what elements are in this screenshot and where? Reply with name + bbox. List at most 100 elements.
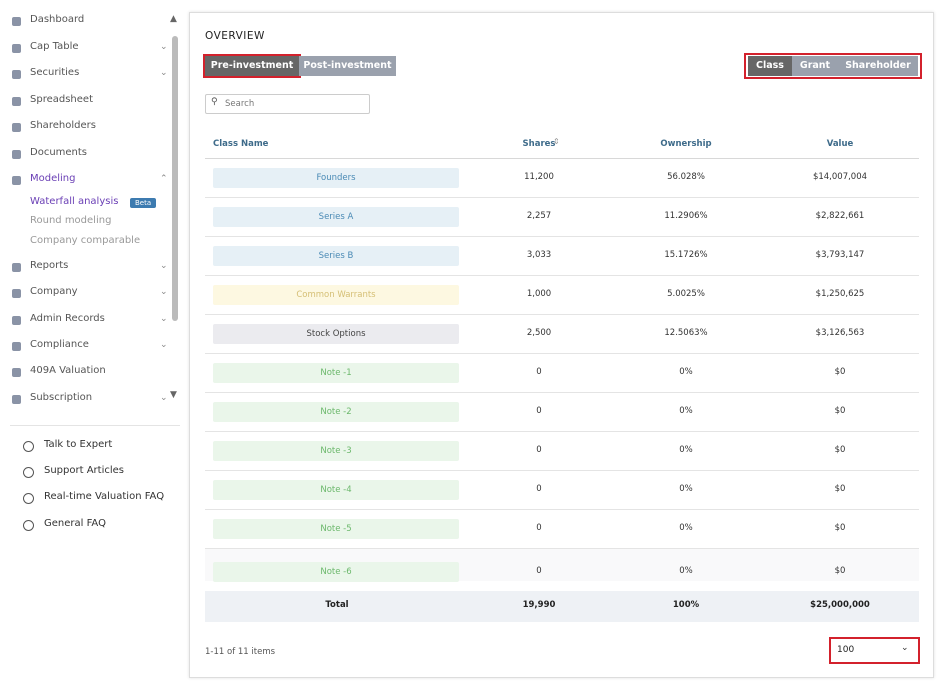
nav-item[interactable]: Documents (30, 147, 88, 158)
table-cell: 11.2906% (664, 211, 708, 221)
subnav-item[interactable]: Waterfall analysis (30, 196, 119, 207)
subnav-item[interactable]: Company comparable (30, 235, 141, 246)
column-header: Ownership (660, 139, 712, 149)
nav-item[interactable]: Company (30, 286, 78, 297)
table-cell: 0% (679, 367, 693, 377)
table-cell: 2,257 (526, 211, 552, 221)
help-link[interactable]: Support Articles (44, 465, 124, 476)
nav-item[interactable]: Cap Table (30, 41, 79, 52)
table-cell: $0 (834, 566, 846, 576)
class-pill[interactable]: Founders (213, 168, 459, 188)
total-cell: $25,000,000 (810, 600, 870, 610)
nav-icon (12, 289, 21, 298)
help-link[interactable]: Talk to Expert (44, 439, 113, 450)
nav-chevron: ⌄ (160, 287, 168, 297)
row-line (205, 197, 919, 198)
table-cell: 1,000 (526, 289, 552, 299)
row-line (205, 314, 919, 315)
table-cell: $14,007,004 (812, 172, 868, 182)
subnav-item[interactable]: Round modeling (30, 215, 112, 226)
class-pill[interactable]: Common Warrants (213, 285, 459, 305)
nav-icon (12, 97, 21, 106)
total-row-bg (205, 591, 919, 622)
view-tab[interactable]: Grant (792, 56, 838, 76)
column-header: Class Name (213, 139, 269, 149)
table-cell: 0% (679, 445, 693, 455)
nav-icon (12, 316, 21, 325)
table-cell: 56.028% (667, 172, 705, 182)
overview-title: OVERVIEW (205, 30, 265, 42)
column-header[interactable]: Shares (522, 139, 556, 149)
table-cell: $0 (834, 406, 846, 416)
search-box[interactable]: ⚲ Search (205, 94, 370, 114)
class-pill[interactable]: Stock Options (213, 324, 459, 344)
help-icon (23, 520, 34, 531)
class-pill[interactable]: Note -2 (213, 402, 459, 422)
table-cell: 2,500 (526, 328, 552, 338)
nav-icon (12, 395, 21, 404)
nav-item[interactable]: 409A Valuation (30, 365, 106, 376)
table-cell: $0 (834, 484, 846, 494)
table-cell: $0 (834, 367, 846, 377)
scroll-down[interactable]: ▼ (170, 390, 177, 400)
nav-chevron: ⌄ (160, 68, 168, 78)
row-line (205, 548, 919, 549)
class-pill[interactable]: Series A (213, 207, 459, 227)
nav-item[interactable]: Securities (30, 67, 80, 78)
help-link[interactable]: Real-time Valuation FAQ (44, 491, 165, 502)
pre-investment[interactable]: Pre-investment (203, 54, 301, 78)
nav-icon (12, 44, 21, 53)
nav-item[interactable]: Compliance (30, 339, 89, 350)
nav-item[interactable]: Shareholders (30, 120, 96, 131)
nav-item[interactable]: Dashboard (30, 14, 85, 25)
class-pill[interactable]: Note -3 (213, 441, 459, 461)
row-line (205, 431, 919, 432)
row-line (205, 353, 919, 354)
row-line (205, 236, 919, 237)
class-pill[interactable]: Note -4 (213, 480, 459, 500)
nav-chevron: ⌄ (160, 393, 168, 403)
total-cell: Total (325, 600, 349, 610)
table-cell: 0 (536, 406, 542, 416)
class-pill[interactable]: Note -1 (213, 363, 459, 383)
search-icon: ⚲ (211, 97, 218, 107)
nav-chevron: ⌄ (160, 42, 168, 52)
help-icon (23, 467, 34, 478)
table-cell: $2,822,661 (815, 211, 865, 221)
help-link[interactable]: General FAQ (44, 518, 106, 529)
view-tab[interactable]: Class (748, 56, 792, 76)
table-cell: 0% (679, 523, 693, 533)
table-cell: $0 (834, 523, 846, 533)
table-cell: $3,126,563 (815, 328, 865, 338)
header-line (205, 158, 919, 159)
row-line (205, 392, 919, 393)
nav-item[interactable]: Spreadsheet (30, 94, 93, 105)
scroll-track: ▲ ▼ (170, 14, 178, 400)
total-cell: 100% (672, 600, 700, 610)
table-cell: 0 (536, 484, 542, 494)
overview-panel: OVERVIEW Pre-investment Post-investment Cla… (189, 12, 934, 678)
scroll-up[interactable]: ▲ (170, 14, 177, 24)
nav-icon (12, 150, 21, 159)
table-cell: 5.0025% (667, 289, 705, 299)
post-investment[interactable]: Post-investment (299, 56, 396, 76)
nav-item[interactable]: Subscription (30, 392, 93, 403)
sort-icon[interactable]: ⇕ (553, 137, 560, 146)
pagination-summary: 1-11 of 11 items (205, 647, 276, 657)
class-pill[interactable]: Note -6 (213, 562, 459, 582)
nav-item[interactable]: Reports (30, 260, 69, 271)
nav-icon (12, 342, 21, 351)
nav-item[interactable]: Modeling (30, 173, 76, 184)
nav-chevron: ⌃ (160, 174, 168, 184)
class-pill[interactable]: Note -5 (213, 519, 459, 539)
page-size-select[interactable]: 100 ⌄ (829, 637, 920, 664)
table-cell: $0 (834, 445, 846, 455)
class-pill[interactable]: Series B (213, 246, 459, 266)
nav-item[interactable]: Admin Records (30, 313, 105, 324)
view-tab[interactable]: Shareholder (838, 56, 918, 76)
scroll-thumb[interactable] (172, 36, 178, 321)
table-cell: 3,033 (526, 250, 552, 260)
table-cell: 0% (679, 566, 693, 576)
